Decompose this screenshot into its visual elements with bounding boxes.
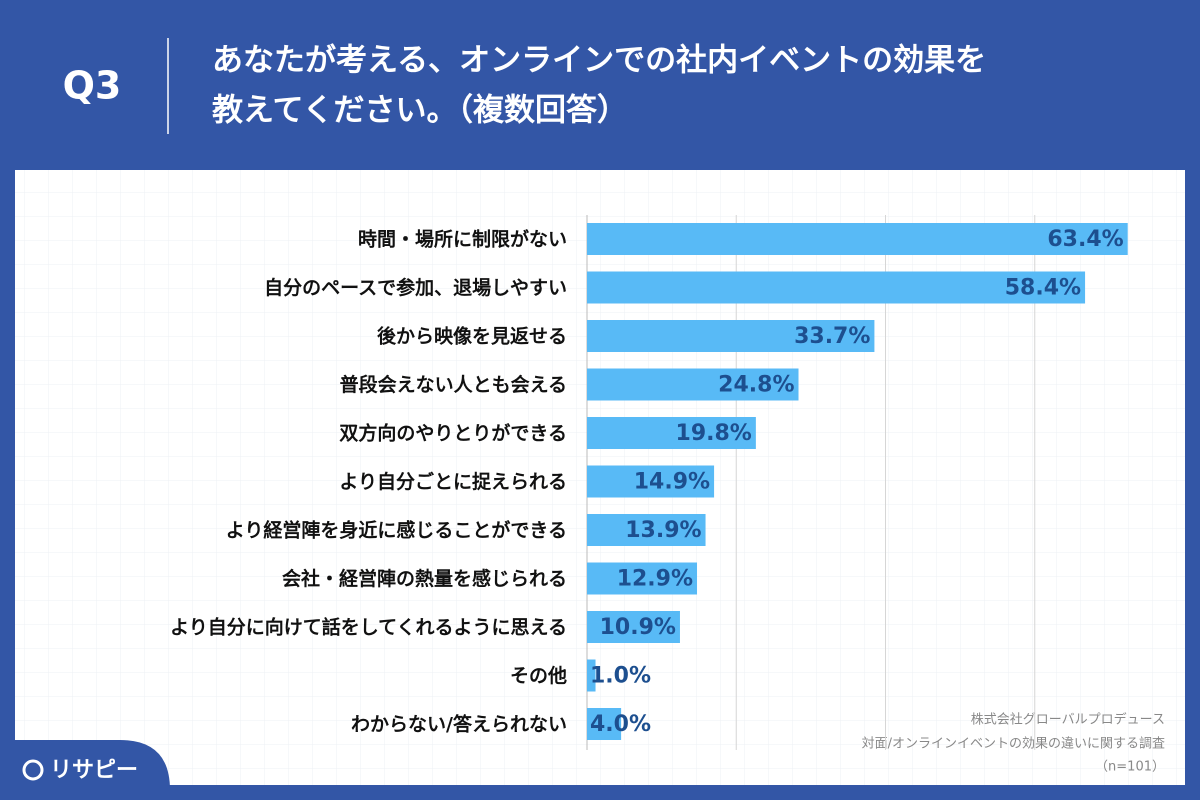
title-line: あなたが考える、オンラインでの社内イベントの効果を [212, 43, 986, 79]
category-label: より経営陣を身近に感じることができる [226, 519, 567, 542]
category-label: 双方向のやりとりができる [339, 422, 567, 445]
value-label: 19.8% [676, 421, 752, 446]
bar [587, 659, 596, 692]
category-label: わからない/答えられない [351, 713, 567, 736]
bar [587, 417, 756, 449]
question-label: Q3 [63, 64, 122, 108]
source: 株式会社グローバルプロデュース [971, 712, 1165, 728]
category-label: より自分に向けて話をしてくれるように思える [170, 616, 567, 639]
source: 対面/オンラインイベントの効果の違いに関する調査 [862, 737, 1165, 752]
brand-tab [0, 740, 170, 800]
value-label: 33.7% [794, 324, 870, 349]
bar [587, 368, 799, 401]
value-label: 58.4% [1005, 276, 1081, 301]
bar [587, 611, 680, 643]
category-label: より自分ごとに捉えられる [339, 470, 567, 493]
category-label: 時間・場所に制限がない [358, 228, 567, 251]
bar [587, 271, 1086, 304]
category-label: 自分のペースで参加、退場しやすい [264, 276, 567, 299]
brand: リサピー [50, 758, 138, 783]
category-label: その他 [510, 664, 567, 687]
value-label: 4.0% [590, 712, 651, 737]
bar [587, 223, 1128, 255]
value-label: 63.4% [1047, 227, 1123, 252]
bar [587, 514, 706, 546]
value-label: 10.9% [600, 615, 676, 640]
bar [587, 465, 715, 498]
value-label: 1.0% [590, 664, 651, 689]
value-label: 24.8% [718, 373, 794, 398]
category-label: 後から映像を見返せる [377, 325, 567, 348]
value-label: 12.9% [617, 567, 693, 592]
category-label: 会社・経営陣の熱量を感じられる [282, 567, 567, 590]
bar [587, 708, 622, 740]
bar [587, 320, 875, 352]
bar [587, 562, 698, 595]
title-line: 教えてください。（複数回答） [212, 93, 628, 129]
category-label: 普段会えない人とも会える [340, 373, 567, 396]
value-label: 13.9% [625, 518, 701, 543]
brand-icon [22, 759, 44, 781]
source: （n=101） [1095, 760, 1165, 775]
value-label: 14.9% [634, 470, 710, 495]
